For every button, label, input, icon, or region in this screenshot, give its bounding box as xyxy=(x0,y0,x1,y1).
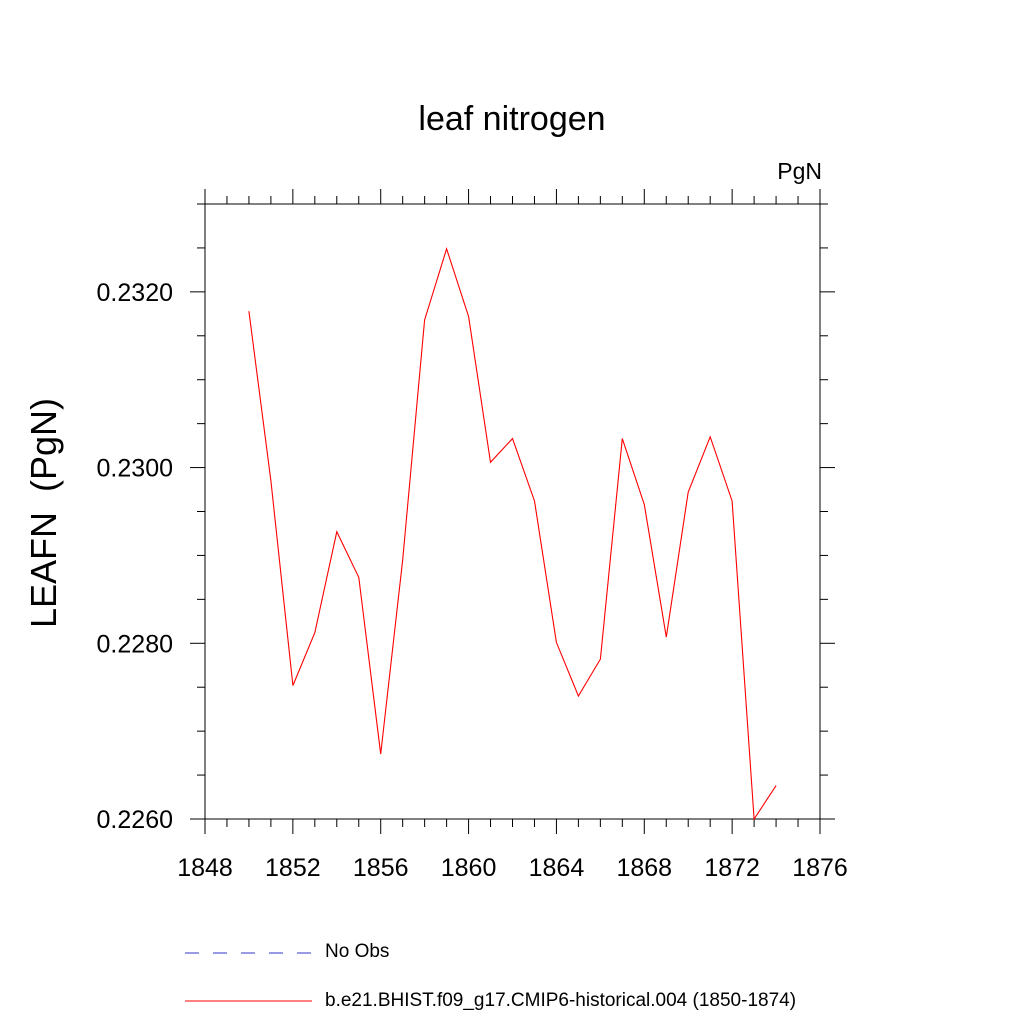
x-tick-label: 1848 xyxy=(177,854,233,882)
x-tick-label: 1864 xyxy=(529,854,585,882)
x-tick-label: 1860 xyxy=(441,854,497,882)
x-tick-label: 1872 xyxy=(704,854,760,882)
plot-frame xyxy=(204,203,821,820)
series-line xyxy=(248,246,777,821)
x-tick-label: 1852 xyxy=(265,854,321,882)
y-tick-label: 0.2260 xyxy=(97,806,173,834)
y-tick-label: 0.2320 xyxy=(97,279,173,307)
y-tick-label: 0.2280 xyxy=(97,630,173,658)
y-tick-label: 0.2300 xyxy=(97,455,173,483)
x-tick-label: 1856 xyxy=(353,854,409,882)
x-tick-label: 1868 xyxy=(616,854,672,882)
legend-label-model-run: b.e21.BHIST.f09_g17.CMIP6-historical.004… xyxy=(325,990,797,1011)
units-label: PgN xyxy=(777,158,822,184)
chart-title: leaf nitrogen xyxy=(418,100,606,138)
x-tick-label: 1876 xyxy=(792,854,848,882)
legend-label-no-obs: No Obs xyxy=(325,941,390,962)
